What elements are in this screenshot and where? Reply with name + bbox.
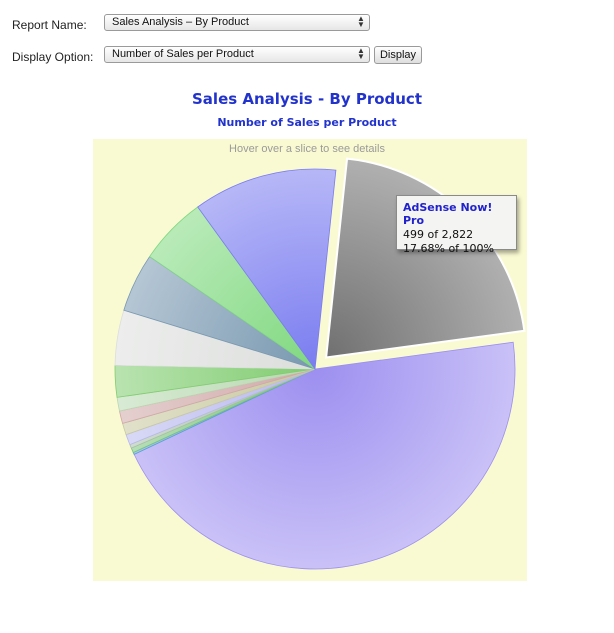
slice-tooltip: AdSense Now! Pro 499 of 2,822 17.68% of … <box>396 195 517 250</box>
select-arrows-icon: ▲ ▼ <box>357 48 364 60</box>
tooltip-title: AdSense Now! Pro <box>403 201 516 227</box>
tooltip-count: 499 of 2,822 <box>403 228 516 241</box>
display-option-select[interactable]: Number of Sales per Product ▲ ▼ <box>104 46 370 63</box>
chart-subtitle: Number of Sales per Product <box>0 116 614 129</box>
display-button[interactable]: Display <box>374 46 422 64</box>
tooltip-percent: 17.68% of 100% <box>403 242 516 255</box>
pie-slice-1[interactable] <box>326 159 524 358</box>
display-option-value: Number of Sales per Product <box>112 48 254 60</box>
display-option-label: Display Option: <box>12 50 93 64</box>
chart-title: Sales Analysis - By Product <box>0 90 614 108</box>
report-name-value: Sales Analysis – By Product <box>112 16 249 28</box>
select-arrows-icon: ▲ ▼ <box>357 16 364 28</box>
report-name-label: Report Name: <box>12 18 87 32</box>
chart-hint: Hover over a slice to see details <box>0 143 614 155</box>
report-name-select[interactable]: Sales Analysis – By Product ▲ ▼ <box>104 14 370 31</box>
